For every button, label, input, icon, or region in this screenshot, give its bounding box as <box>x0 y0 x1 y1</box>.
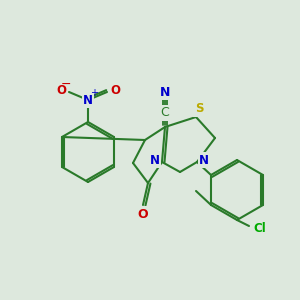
Text: O: O <box>56 85 66 98</box>
Text: N: N <box>83 94 93 106</box>
Text: O: O <box>110 85 120 98</box>
Text: N: N <box>150 154 160 166</box>
Text: S: S <box>195 103 203 116</box>
Text: Cl: Cl <box>254 221 266 235</box>
Text: N: N <box>160 85 170 98</box>
Text: −: − <box>61 77 71 91</box>
Text: +: + <box>90 88 98 98</box>
Text: C: C <box>160 106 169 119</box>
Text: O: O <box>138 208 148 220</box>
Text: N: N <box>199 154 209 166</box>
